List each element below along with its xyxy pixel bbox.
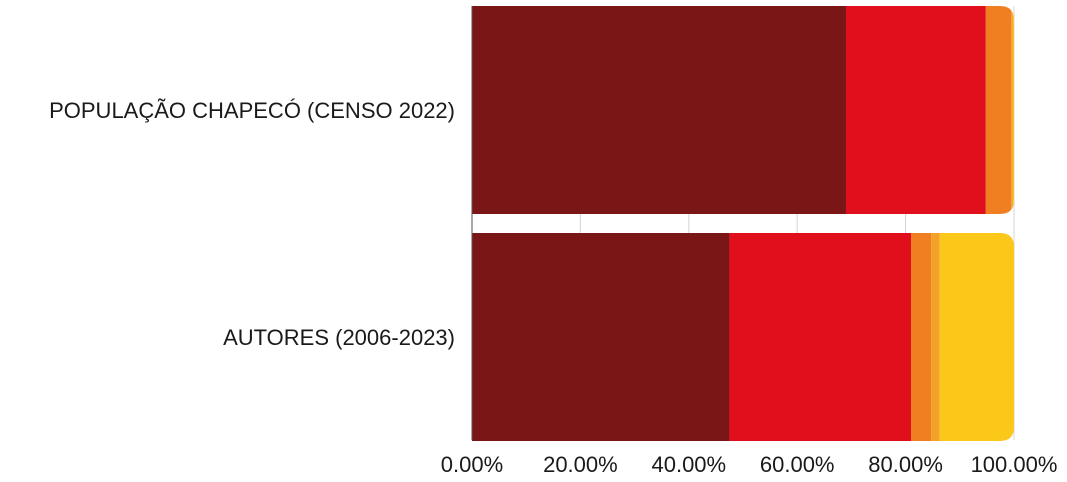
- x-tick-label-1: 20.00%: [543, 452, 618, 477]
- x-tick-label-4: 80.00%: [868, 452, 943, 477]
- x-tick-label-5: 100.00%: [971, 452, 1058, 477]
- bar-group-1: [472, 233, 1014, 441]
- bar-segment-0-3: [1011, 6, 1013, 214]
- category-label-1: AUTORES (2006-2023): [223, 325, 455, 350]
- category-label-0: POPULAÇÃO CHAPECÓ (CENSO 2022): [49, 98, 455, 123]
- x-tick-label-2: 40.00%: [651, 452, 726, 477]
- x-tick-label-3: 60.00%: [760, 452, 835, 477]
- labels: POPULAÇÃO CHAPECÓ (CENSO 2022) AUTORES (2…: [49, 98, 1057, 477]
- bar-group-0: [472, 6, 1014, 214]
- bar-segment-0-1: [845, 6, 986, 214]
- bars: [472, 6, 1014, 441]
- x-tick-label-0: 0.00%: [441, 452, 503, 477]
- bar-segment-0-4: [1012, 6, 1014, 214]
- bar-segment-1-1: [729, 233, 912, 441]
- bar-segment-1-3: [931, 233, 940, 441]
- bar-segment-1-4: [939, 233, 1014, 441]
- bar-segment-0-2: [985, 6, 1012, 214]
- bar-segment-0-0: [472, 6, 846, 214]
- bar-segment-1-0: [472, 233, 730, 441]
- bar-segment-1-2: [911, 233, 932, 441]
